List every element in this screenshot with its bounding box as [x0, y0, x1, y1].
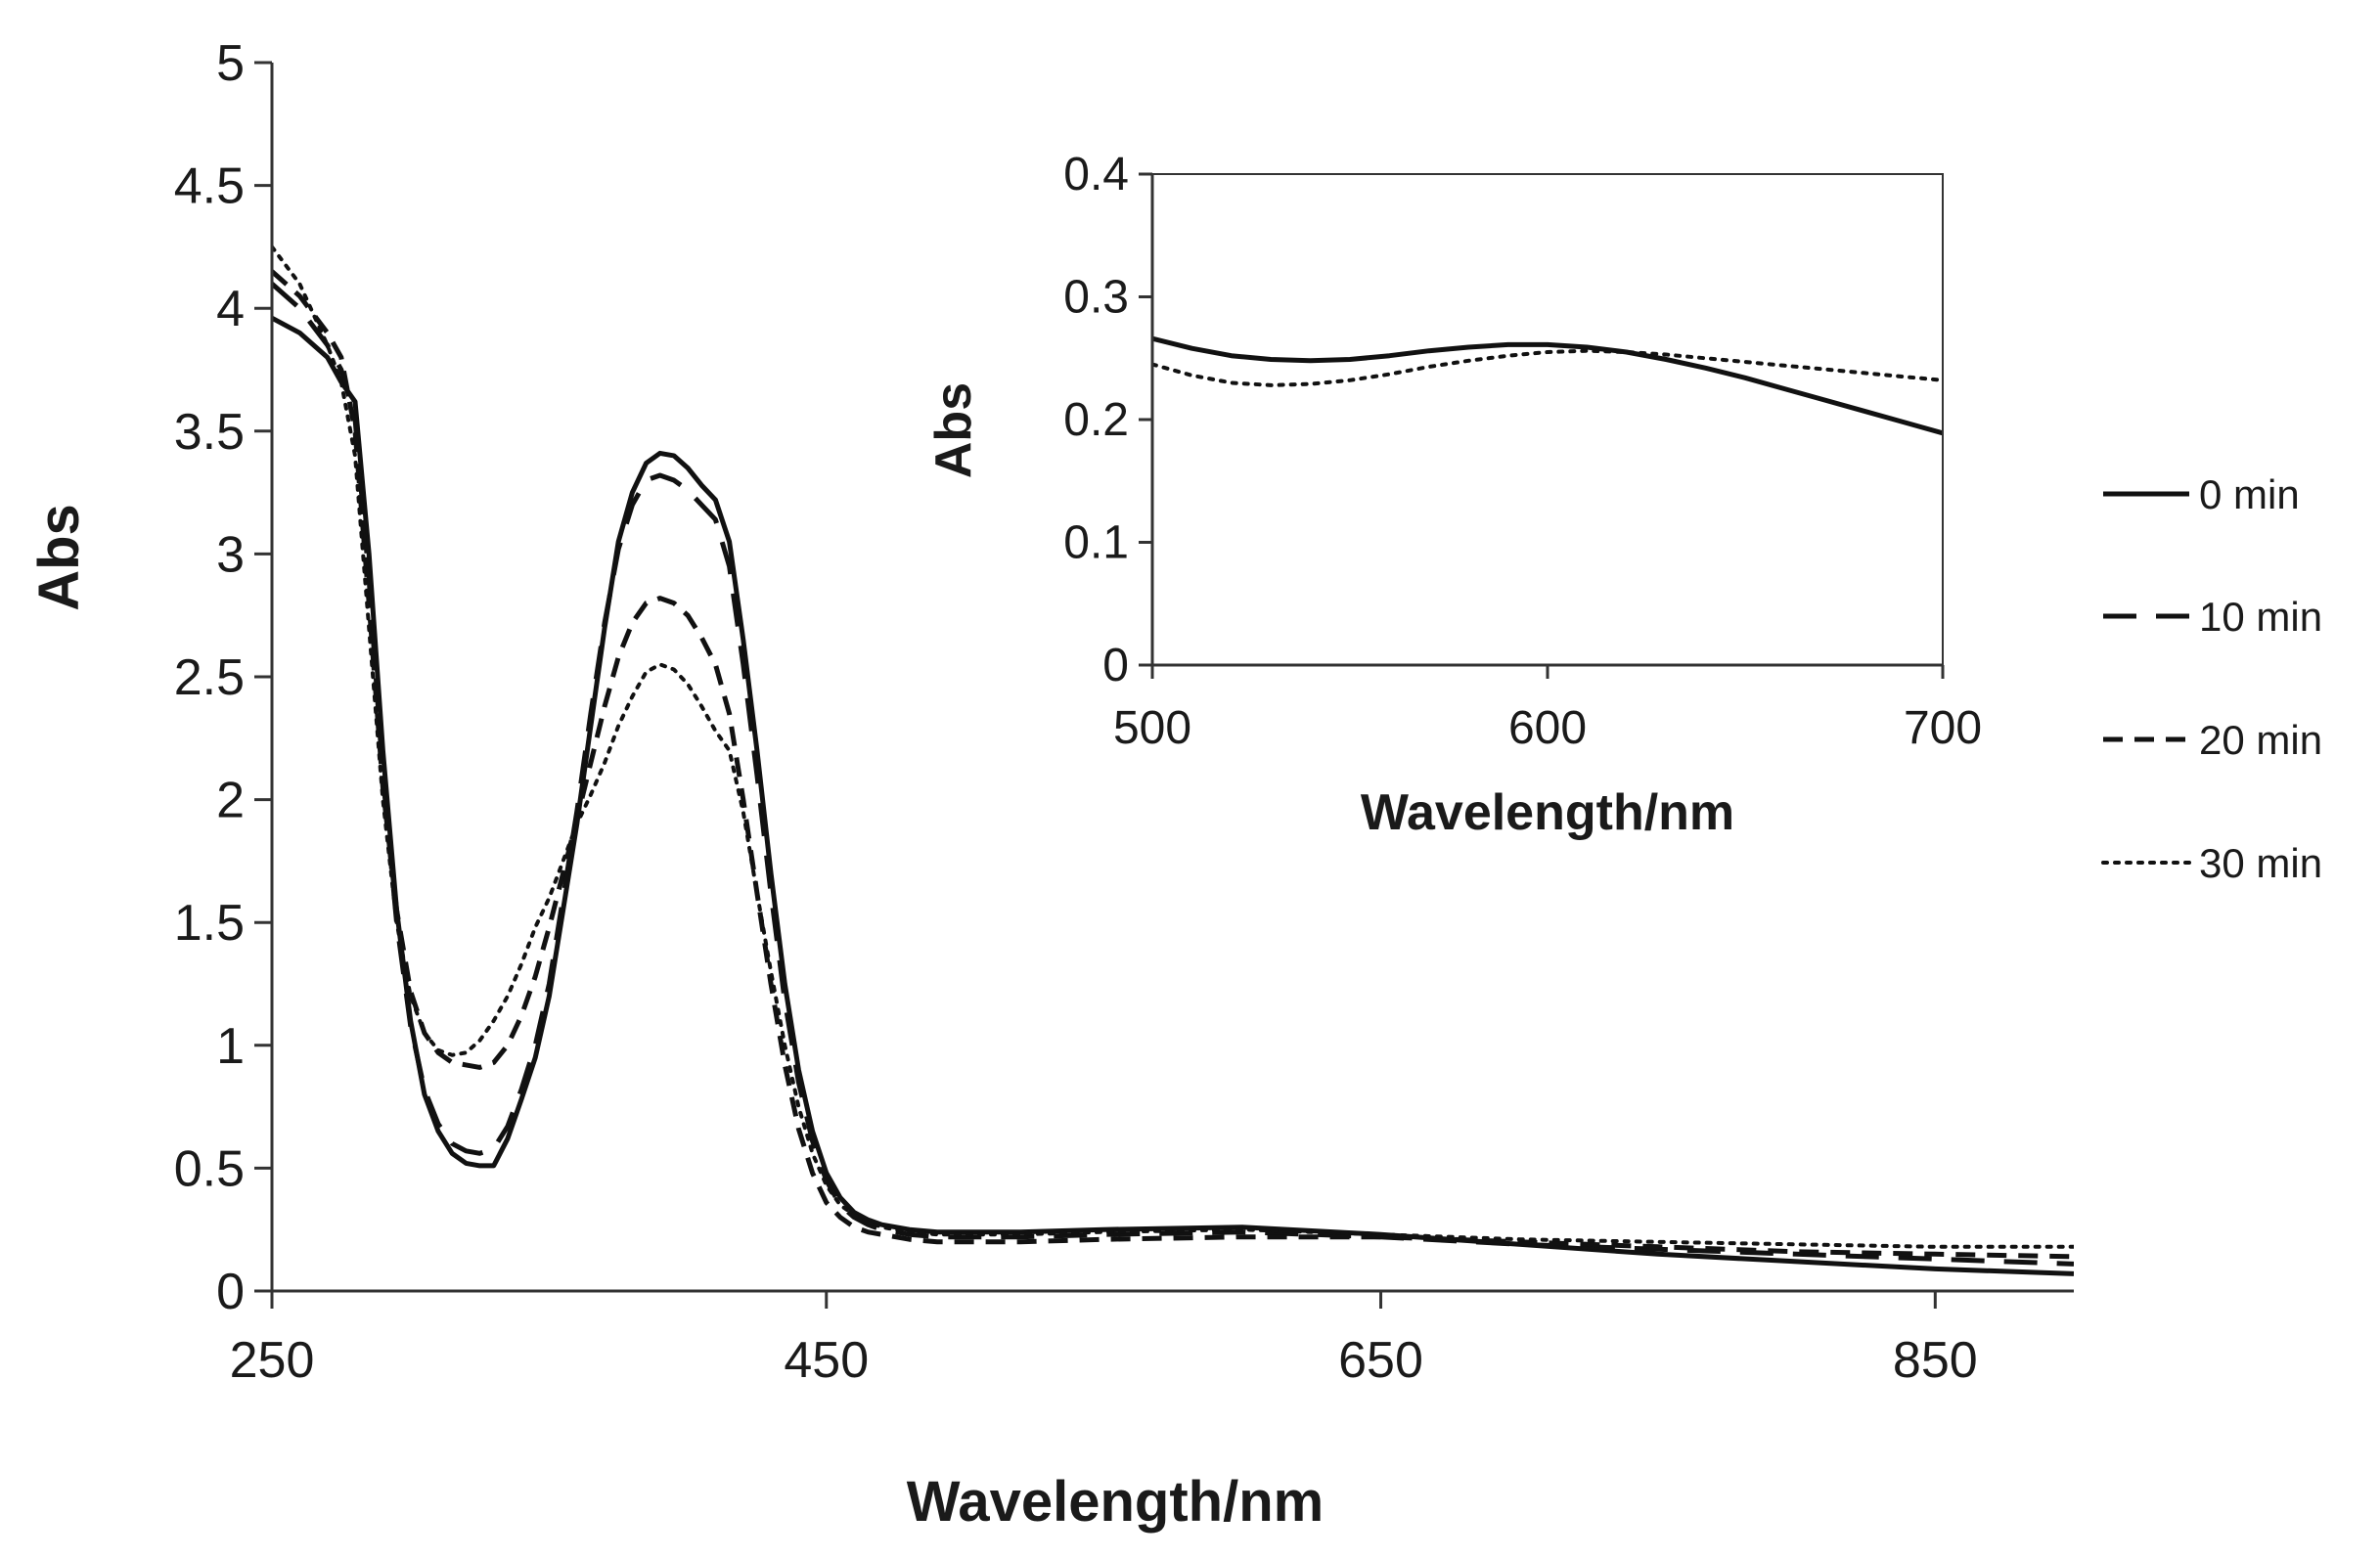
legend-label-2: 10 min	[2199, 594, 2322, 640]
main-y-tick-label: 0	[216, 1264, 245, 1320]
main-y-tick-label: 3	[216, 526, 245, 583]
main-y-tick-label: 5	[216, 35, 245, 92]
inset-y-tick-label: 0.2	[1063, 394, 1129, 446]
legend-label-4: 30 min	[2199, 840, 2322, 886]
main-x-tick-labels: 250 450 650 850	[230, 1332, 1978, 1389]
main-series-line-2	[272, 282, 2074, 1267]
main-y-tick-label: 2.5	[174, 649, 245, 706]
inset-y-axis-label: Abs	[925, 382, 982, 478]
main-y-tick-label: 1.5	[174, 895, 245, 952]
main-y-tick-label: 3.5	[174, 404, 245, 461]
inset-x-tick-label: 600	[1508, 702, 1587, 754]
main-y-tick-label: 4	[216, 281, 245, 337]
main-plot: 250 450 650 850 0 0.5 1 1.5 2 2.5 3 3.5 4 4.5 5 Wavel…	[27, 35, 2074, 1534]
main-series-line-4	[272, 245, 2074, 1249]
inset-y-tick-label: 0.3	[1063, 272, 1129, 324]
inset-x-axis-label: Wavelength/nm	[1361, 784, 1734, 841]
inset-series-line-1	[1152, 335, 1943, 436]
main-x-tick-label: 450	[784, 1332, 869, 1389]
inset-background	[1152, 174, 1943, 665]
inset-x-tick-label: 500	[1113, 702, 1191, 754]
inset-x-tick-labels: 500 600 700	[1113, 702, 1982, 754]
inset-y-tick-labels: 0 0.1 0.2 0.3 0.4	[1063, 149, 1129, 691]
inset-series-lines	[1152, 335, 1943, 436]
inset-y-tick-label: 0	[1102, 640, 1129, 691]
legend: 0 min 10 min 20 min 30 min	[2101, 471, 2322, 886]
inset-x-tick-label: 700	[1904, 702, 1982, 754]
main-x-tick-label: 650	[1338, 1332, 1423, 1389]
main-series-lines	[272, 245, 2074, 1276]
inset-y-tick-label: 0.1	[1063, 517, 1129, 569]
main-x-tick-label: 250	[230, 1332, 315, 1389]
legend-label-1: 0 min	[2199, 471, 2300, 517]
main-y-tick-labels: 0 0.5 1 1.5 2 2.5 3 3.5 4 4.5 5	[174, 35, 245, 1320]
inset-plot: 500 600 700 0 0.1 0.2 0.3 0.4 Wavelength/nm Ab…	[925, 149, 1982, 841]
inset-axes	[1139, 172, 1945, 679]
main-y-tick-label: 4.5	[174, 158, 245, 215]
main-x-tick-label: 850	[1893, 1332, 1978, 1389]
main-y-tick-label: 0.5	[174, 1140, 245, 1197]
main-x-axis-label: Wavelength/nm	[907, 1470, 1324, 1534]
main-axes	[254, 61, 2074, 1309]
main-y-tick-label: 2	[216, 773, 245, 829]
legend-label-3: 20 min	[2199, 717, 2322, 763]
inset-y-tick-label: 0.4	[1063, 149, 1129, 200]
inset-series-line-2	[1152, 348, 1943, 387]
main-y-tick-label: 1	[216, 1018, 245, 1075]
main-y-axis-label: Abs	[27, 504, 91, 611]
